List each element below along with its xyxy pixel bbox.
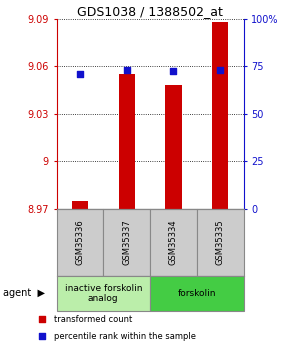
Title: GDS1038 / 1388502_at: GDS1038 / 1388502_at — [77, 5, 223, 18]
Text: forskolin: forskolin — [177, 289, 216, 298]
Text: GSM35337: GSM35337 — [122, 219, 131, 265]
Text: agent  ▶: agent ▶ — [3, 288, 45, 298]
Bar — [150, 276, 244, 310]
Text: percentile rank within the sample: percentile rank within the sample — [55, 332, 196, 341]
Text: inactive forskolin
analog: inactive forskolin analog — [65, 284, 142, 303]
Point — [213, 90, 217, 95]
Point — [213, 247, 217, 252]
Bar — [57, 276, 150, 310]
Text: GSM35336: GSM35336 — [75, 219, 84, 265]
Bar — [212, 22, 229, 209]
Text: GSM35335: GSM35335 — [216, 219, 225, 265]
Bar — [119, 74, 135, 209]
Point — [124, 67, 129, 72]
Point — [78, 71, 82, 77]
Bar — [103, 209, 150, 276]
Text: transformed count: transformed count — [55, 315, 133, 324]
Point — [218, 67, 222, 72]
Bar — [72, 201, 88, 209]
Bar — [165, 85, 182, 209]
Bar — [57, 209, 103, 276]
Text: GSM35334: GSM35334 — [169, 219, 178, 265]
Point — [171, 68, 176, 74]
Bar — [150, 209, 197, 276]
Bar — [197, 209, 244, 276]
